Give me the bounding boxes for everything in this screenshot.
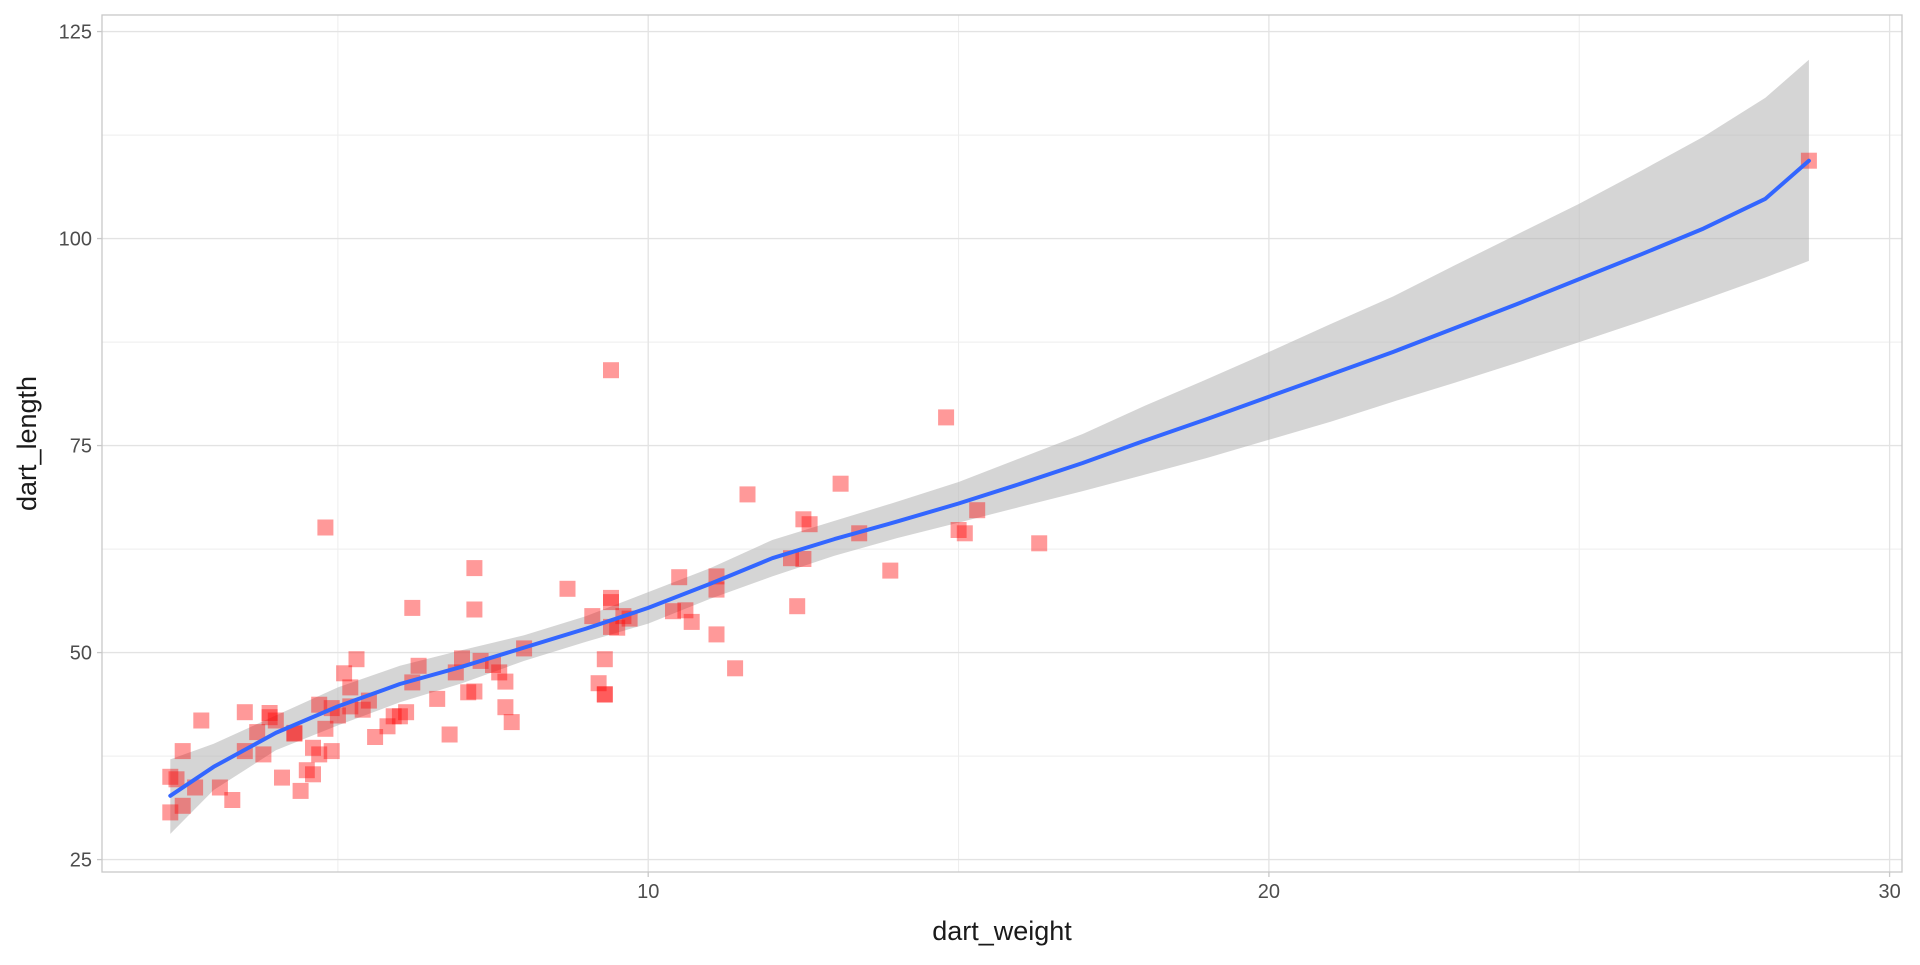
data-point [795, 511, 812, 528]
data-point [367, 729, 384, 745]
data-point [404, 599, 421, 616]
data-point [609, 619, 626, 636]
data-point [354, 701, 371, 718]
data-point [298, 762, 315, 779]
data-point [317, 519, 334, 536]
data-point [460, 684, 477, 701]
data-point [236, 704, 253, 721]
data-point [969, 502, 986, 519]
data-point [162, 804, 179, 821]
data-point [950, 522, 967, 538]
data-point [466, 683, 483, 700]
data-point [342, 679, 359, 696]
y-axis-title: dart_length [12, 376, 42, 511]
data-point [603, 594, 619, 611]
data-point [801, 516, 818, 533]
data-point [596, 651, 613, 668]
data-point [677, 602, 694, 619]
x-tick-label: 30 [1878, 881, 1900, 903]
data-point [249, 724, 266, 741]
data-point [379, 718, 396, 735]
data-point [329, 707, 346, 724]
data-point [683, 613, 700, 630]
data-point [603, 589, 619, 606]
data-point [596, 686, 613, 702]
data-point [603, 362, 619, 379]
data-point [398, 704, 415, 721]
data-point [441, 726, 458, 743]
data-point [727, 660, 744, 677]
data-point [174, 797, 191, 814]
data-point [789, 598, 806, 615]
data-point [305, 766, 321, 783]
data-point [956, 525, 973, 542]
data-point [267, 712, 284, 729]
x-tick-label: 10 [637, 881, 659, 903]
data-point [274, 769, 290, 786]
data-point [323, 743, 340, 760]
data-point [174, 743, 191, 760]
y-tick-label: 50 [70, 643, 92, 665]
data-point [832, 475, 849, 492]
data-point [503, 714, 520, 731]
data-point [739, 486, 756, 503]
data-point [348, 651, 365, 668]
confidence-band [170, 59, 1809, 834]
data-point [584, 608, 601, 625]
data-point [261, 709, 278, 726]
data-point [466, 601, 483, 618]
x-tick-label: 20 [1258, 881, 1280, 903]
y-tick-label: 25 [70, 850, 92, 872]
data-point [193, 712, 210, 729]
data-point [590, 675, 607, 692]
data-point [708, 626, 725, 643]
data-point [795, 551, 812, 567]
data-point [429, 690, 446, 707]
data-point [211, 779, 228, 796]
data-point [410, 657, 427, 674]
fit-line-layer [168, 158, 1811, 798]
data-point [708, 581, 725, 598]
data-point [454, 650, 470, 667]
data-point [491, 664, 508, 681]
data-point [168, 771, 185, 788]
data-point [311, 746, 328, 763]
data-point [671, 569, 688, 586]
y-tick-label: 75 [70, 436, 92, 458]
data-point [485, 657, 501, 673]
data-point [497, 699, 514, 716]
data-point [292, 782, 309, 799]
fit-line [168, 158, 1811, 798]
data-point [162, 768, 179, 785]
data-point [336, 665, 353, 682]
data-point [224, 792, 241, 808]
data-point [1031, 535, 1048, 552]
y-tick-label: 125 [59, 22, 92, 44]
data-points-layer [162, 152, 1817, 821]
data-point [665, 603, 681, 620]
data-point [559, 580, 576, 597]
data-point [596, 686, 613, 703]
tick-labels-layer: 10 20 30 25 50 75 100 125 [59, 22, 1901, 903]
y-tick-label: 100 [59, 229, 92, 251]
data-point [255, 746, 272, 763]
data-point [305, 739, 321, 756]
data-point [882, 562, 899, 579]
data-point [938, 409, 955, 426]
data-point [497, 673, 514, 690]
data-point [466, 560, 483, 577]
data-point [385, 708, 402, 725]
data-point [286, 724, 303, 741]
confidence-band-layer [170, 59, 1809, 834]
data-point [286, 725, 303, 742]
data-point [391, 708, 408, 725]
data-point [261, 705, 278, 721]
x-axis-title: dart_weight [932, 916, 1072, 946]
data-point [311, 696, 328, 713]
panel-border [101, 14, 1903, 873]
data-point [317, 720, 334, 737]
